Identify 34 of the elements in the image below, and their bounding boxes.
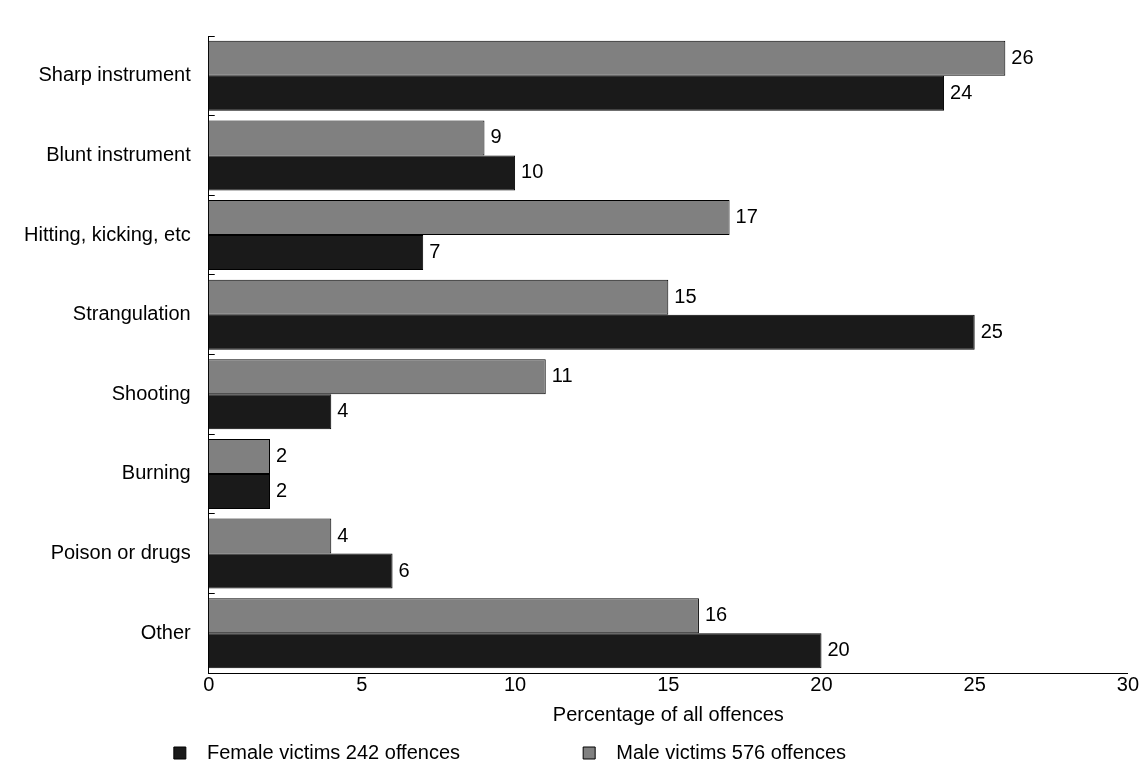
data-label: 2 (276, 443, 288, 466)
data-label: 9 (490, 125, 502, 148)
data-label: 7 (429, 240, 441, 263)
legend-label: Female victims 242 offences (195, 740, 572, 763)
x-axis-title: Percentage of all offences (552, 702, 784, 725)
x-tick-label: 25 (963, 672, 986, 695)
y-tick-label: Shooting (111, 381, 191, 404)
data-label: 6 (398, 558, 410, 581)
data-label: 10 (521, 160, 544, 183)
data-label: 25 (980, 319, 1003, 342)
y-tick-label: Other (140, 620, 192, 643)
y-tick-label: Sharp instrument (38, 63, 192, 86)
x-tick-label: 5 (356, 672, 368, 695)
data-label: 2 (276, 478, 288, 501)
y-tick-label: Strangulation (72, 302, 191, 325)
y-tick-label: Blunt instrument (46, 142, 192, 165)
data-label: 15 (674, 284, 697, 307)
x-tick-label: 0 (203, 672, 215, 695)
data-label: 24 (950, 80, 973, 103)
y-tick-label: Poison or drugs (50, 541, 191, 564)
data-label: 4 (337, 399, 349, 422)
x-tick-label: 15 (657, 672, 680, 695)
y-tick-label: Burning (121, 461, 191, 484)
data-label: 26 (1011, 45, 1034, 68)
data-label: 17 (735, 205, 758, 228)
data-label: 11 (551, 364, 573, 387)
x-tick-label: 30 (1116, 672, 1139, 695)
data-label: 20 (827, 638, 850, 661)
legend-label: Male victims 576 offences (605, 740, 958, 763)
x-tick-label: 10 (503, 672, 527, 695)
data-label: 16 (704, 603, 728, 626)
x-tick-label: 20 (810, 672, 833, 695)
data-label: 4 (337, 523, 349, 546)
y-tick-label: Hitting, kicking, etc (23, 222, 191, 245)
